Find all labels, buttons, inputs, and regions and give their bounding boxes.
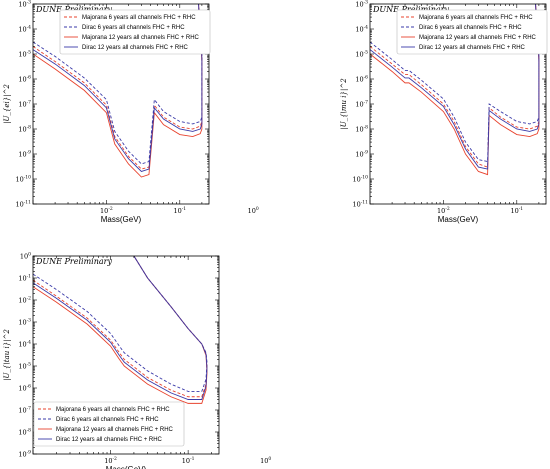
x-tick-label: 10-1 [182,456,195,465]
plot-panel-1: 10-2 10-1 100 10-11 10-10 10-9 10-8 10-7 10-6 10-… [3,0,259,224]
y-tick-label: 10-8 [355,125,368,134]
series-line-1 [33,256,208,398]
y-tick-label: 10-11 [352,200,368,209]
legend-entry: Dirac 12 years all channels FHC + RHC [419,45,526,51]
legend: Majorana 6 years all channels FHC + RHC D… [33,401,185,447]
x-tick-label: 10-2 [100,206,113,215]
chart-title: DUNE Preliminary [35,5,112,14]
y-axis-label: |U_{\mu i}|^2 [340,78,348,130]
legend-entry: Majorana 6 years all channels FHC + RHC [82,15,196,21]
x-tick-label: 10-2 [437,206,450,215]
y-tick-label: 10-7 [18,100,31,109]
legend-entry: Majorana 12 years all channels FHC + RHC [82,35,200,41]
y-tick-label: 10-3 [18,318,31,327]
y-tick-label: 10-5 [18,362,31,371]
y-axis-label: |U_{ei}|^2 [3,84,11,124]
legend-box [59,9,211,55]
y-tick-label: 10-9 [18,450,31,459]
legend-entry: Dirac 12 years all channels FHC + RHC [82,45,189,51]
y-tick-label: 10-4 [18,340,31,349]
x-axis-label: Mass(GeV) [106,465,147,469]
series-group [370,4,540,176]
legend-entry: Dirac 6 years all channels FHC + RHC [56,417,159,423]
chart-title: DUNE Preliminary [35,257,112,266]
y-tick-label: 10-10 [15,175,31,184]
series-line-2 [33,4,203,165]
legend-entry: Dirac 6 years all channels FHC + RHC [419,25,522,31]
y-tick-label: 10-9 [18,150,31,159]
y-tick-label: 10-1 [18,274,31,283]
series-group [33,256,208,404]
y-tick-label: 10-3 [18,0,31,9]
plot-frame [32,255,220,455]
y-tick-label: 10-2 [18,296,31,305]
series-line-4 [33,256,208,400]
plot-panel-3: 10-2 10-1 100 10-9 10-8 10-7 10-6 10-5 10-4 10-3 1… [3,252,271,469]
series-line-2 [370,4,540,163]
x-axis-label: Mass(GeV) [101,215,142,224]
x-tick-label: 100 [248,206,259,215]
series-line-4 [33,4,203,172]
legend-entry: Majorana 12 years all channels FHC + RHC [56,427,174,433]
x-axis-label: Mass(GeV) [438,215,479,224]
y-tick-label: 100 [20,252,31,261]
x-tick-label: 10-1 [173,206,186,215]
y-tick-label: 10-8 [18,125,31,134]
chart-title: DUNE Preliminary [372,5,449,14]
x-tick-label: 10-1 [510,206,523,215]
y-tick-label: 10-7 [18,406,31,415]
legend: Majorana 6 years all channels FHC + RHC D… [59,9,211,55]
y-tick-label: 10-4 [355,25,368,34]
series-line-3 [33,4,203,178]
series-line-4 [370,4,540,170]
y-tick-label: 10-5 [18,50,31,59]
y-axis-label: |U_{\tau i}|^2 [3,329,11,381]
y-tick-label: 10-10 [352,175,368,184]
legend-entry: Majorana 6 years all channels FHC + RHC [419,15,533,21]
legend-entry: Majorana 12 years all channels FHC + RHC [419,35,537,41]
y-tick-label: 10-6 [18,384,31,393]
y-tick-label: 10-6 [355,75,368,84]
legend: Majorana 6 years all channels FHC + RHC D… [396,9,548,55]
series-line-3 [370,4,540,176]
plot-panel-2: 10-210-110010-1110-1010-910-810-710-610-… [340,0,548,224]
series-group [33,4,203,178]
y-tick-label: 10-5 [355,50,368,59]
legend-box [33,401,185,447]
x-tick-label: 10-2 [104,456,117,465]
legend-entry: Majorana 6 years all channels FHC + RHC [56,407,170,413]
y-tick-label: 10-11 [15,200,31,209]
x-tick-label: 100 [260,456,271,465]
legend-box [396,9,548,55]
y-tick-label: 10-9 [355,150,368,159]
legend-entry: Dirac 12 years all channels FHC + RHC [56,437,163,443]
y-tick-label: 10-3 [355,0,368,9]
series-line-2 [33,256,208,392]
series-line-3 [33,256,208,404]
y-tick-label: 10-7 [355,100,368,109]
y-tick-label: 10-6 [18,75,31,84]
y-tick-label: 10-4 [18,25,31,34]
legend-entry: Dirac 6 years all channels FHC + RHC [82,25,185,31]
y-tick-label: 10-8 [18,428,31,437]
